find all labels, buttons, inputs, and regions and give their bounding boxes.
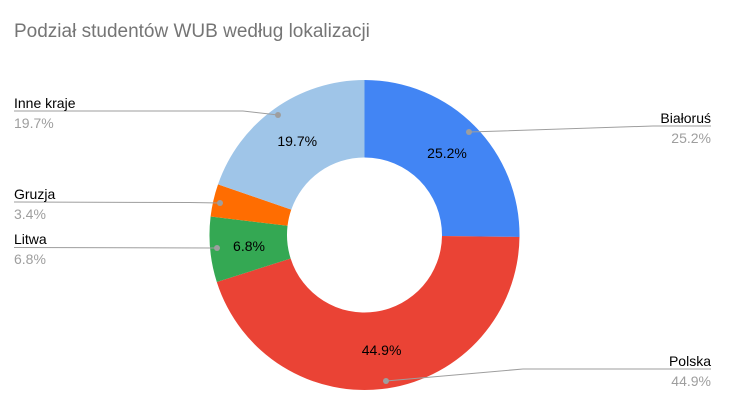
donut-slices xyxy=(209,80,520,391)
callout-gruzja: Gruzja 3.4% xyxy=(14,187,55,222)
callout-percent: 6.8% xyxy=(14,251,46,267)
callout-percent: 3.4% xyxy=(14,206,46,222)
callout-polska: Polska 44.9% xyxy=(669,354,711,389)
callout-label: Gruzja xyxy=(14,186,56,202)
pie-slice-bia-orus[interactable] xyxy=(364,80,520,237)
slice-value-label-bia-orus: 25.2% xyxy=(427,145,467,162)
callout-label: Litwa xyxy=(14,231,47,247)
callout-line-gruzja xyxy=(13,201,221,204)
callout-bialorus: Białoruś 25.2% xyxy=(660,111,711,146)
callout-litwa: Litwa 6.8% xyxy=(14,232,47,267)
chart-title: Podział studentów WUB według lokalizacji xyxy=(14,21,370,42)
callout-label: Białoruś xyxy=(660,110,711,126)
slice-value-label-polska: 44.9% xyxy=(361,341,402,358)
callout-dot-polska xyxy=(383,378,389,384)
pie-slice-polska[interactable] xyxy=(216,235,520,391)
callout-lines xyxy=(13,110,711,384)
pie-slice-litwa[interactable] xyxy=(209,216,291,282)
callout-line-bialorus xyxy=(468,125,711,133)
callout-dot-gruzja xyxy=(217,200,223,206)
callout-dot-inne-kraje xyxy=(275,112,281,118)
callout-label: Inne kraje xyxy=(14,95,76,111)
callout-line-inne-kraje xyxy=(14,110,279,116)
callout-line-polska xyxy=(385,368,711,382)
callout-dot-litwa xyxy=(214,245,220,251)
slice-value-label-inne-kraje: 19.7% xyxy=(277,132,318,149)
callout-percent: 44.9% xyxy=(671,373,711,389)
callout-percent: 19.7% xyxy=(14,115,54,131)
slice-value-label-litwa: 6.8% xyxy=(233,237,265,254)
callout-inne-kraje: Inne kraje 19.7% xyxy=(14,96,75,131)
callout-dot-bialorus xyxy=(466,129,472,135)
callout-label: Polska xyxy=(668,353,711,369)
pie-slice-gruzja[interactable] xyxy=(210,184,292,226)
pie-slice-inne-kraje[interactable] xyxy=(218,80,365,210)
callout-line-litwa xyxy=(13,247,218,249)
callout-percent: 25.2% xyxy=(671,130,711,146)
